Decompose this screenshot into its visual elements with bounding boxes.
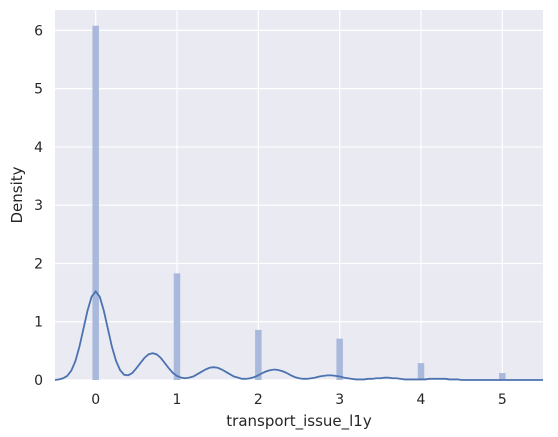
y-tick-label: 2: [34, 256, 43, 272]
y-tick-labels: 0 1 2 3 4 5 6: [34, 23, 43, 389]
grid-lines: [55, 10, 543, 381]
x-tick-label: 3: [335, 392, 344, 408]
x-tick-label: 4: [417, 392, 426, 408]
plot-area: [55, 10, 543, 380]
y-tick-label: 0: [34, 373, 43, 389]
histogram-bar: [255, 329, 262, 380]
y-axis-label: Density: [8, 166, 26, 223]
x-tick-label: 2: [254, 392, 263, 408]
y-tick-label: 1: [34, 315, 43, 331]
histogram-bar: [92, 25, 99, 381]
y-tick-label: 3: [34, 198, 43, 214]
histogram-bar: [173, 273, 181, 380]
histogram-bar: [336, 338, 343, 380]
y-tick-label: 6: [34, 23, 43, 39]
x-tick-label: 0: [91, 392, 100, 408]
y-tick-label: 4: [34, 140, 43, 156]
x-tick-label: 5: [498, 392, 507, 408]
x-tick-labels: 0 1 2 3 4 5: [91, 392, 507, 408]
x-tick-label: 1: [173, 392, 182, 408]
kde-curve: [54, 289, 543, 381]
histogram-bar: [499, 373, 506, 380]
histogram-bar: [417, 363, 425, 380]
x-axis-label: transport_issue_l1y: [226, 412, 372, 431]
histogram-bars: [92, 25, 506, 381]
y-tick-label: 5: [34, 82, 43, 98]
